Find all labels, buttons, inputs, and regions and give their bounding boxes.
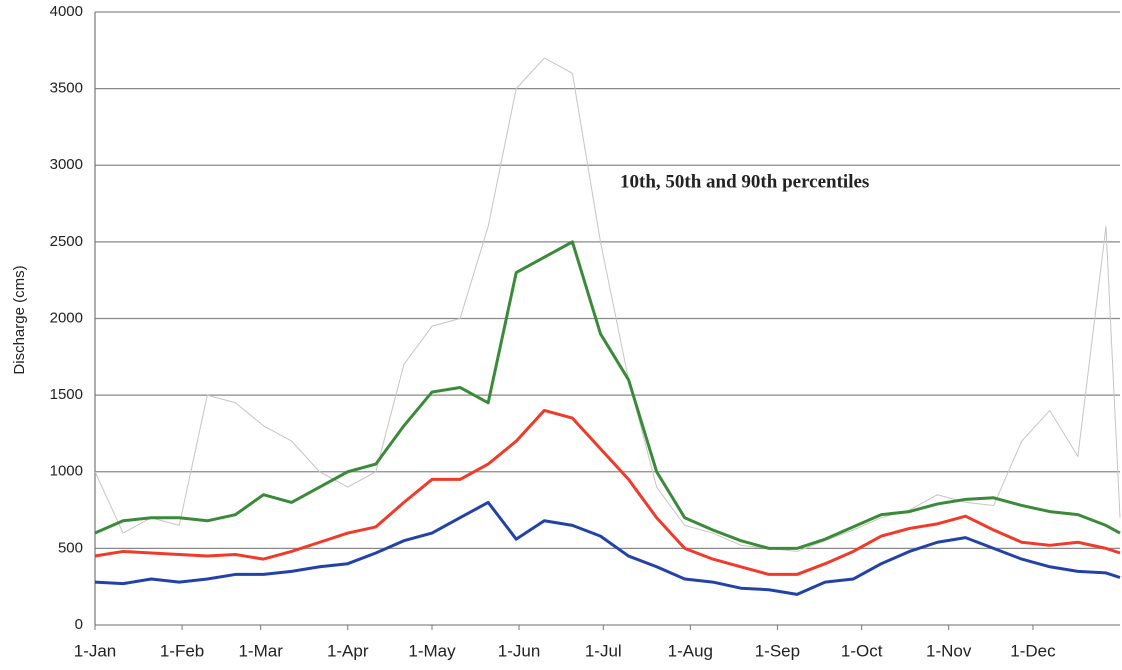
x-tick-label: 1-Apr	[327, 641, 369, 660]
x-tick-label: 1-Jan	[74, 641, 117, 660]
x-tick-label: 1-Nov	[926, 641, 972, 660]
y-tick-label: 2000	[50, 309, 83, 326]
x-tick-label: 1-Jul	[585, 641, 622, 660]
x-tick-label: 1-Feb	[160, 641, 204, 660]
x-tick-label: 1-Oct	[841, 641, 883, 660]
y-axis-label: Discharge (cms)	[11, 265, 28, 374]
annotation: 10th, 50th and 90th percentiles	[620, 171, 869, 192]
series-line	[94, 240, 1121, 550]
y-tick-label: 0	[75, 616, 83, 633]
series-line	[94, 408, 1121, 576]
y-tick-label: 3000	[50, 156, 83, 173]
y-tick-label: 4000	[50, 3, 83, 20]
series-line	[94, 57, 1121, 552]
y-tick-label: 1000	[50, 463, 83, 480]
y-tick-label: 2500	[50, 233, 83, 250]
x-tick-label: 1-Mar	[238, 641, 283, 660]
x-tick-label: 1-Sep	[755, 641, 800, 660]
x-tick-label: 1-Dec	[1010, 641, 1056, 660]
series-line	[94, 500, 1121, 596]
y-tick-label: 1500	[50, 386, 83, 403]
y-tick-label: 3500	[50, 80, 83, 97]
x-tick-label: 1-May	[408, 641, 456, 660]
y-tick-label: 500	[58, 539, 83, 556]
x-tick-label: 1-Aug	[668, 641, 713, 660]
x-tick-label: 1-Jun	[498, 641, 541, 660]
